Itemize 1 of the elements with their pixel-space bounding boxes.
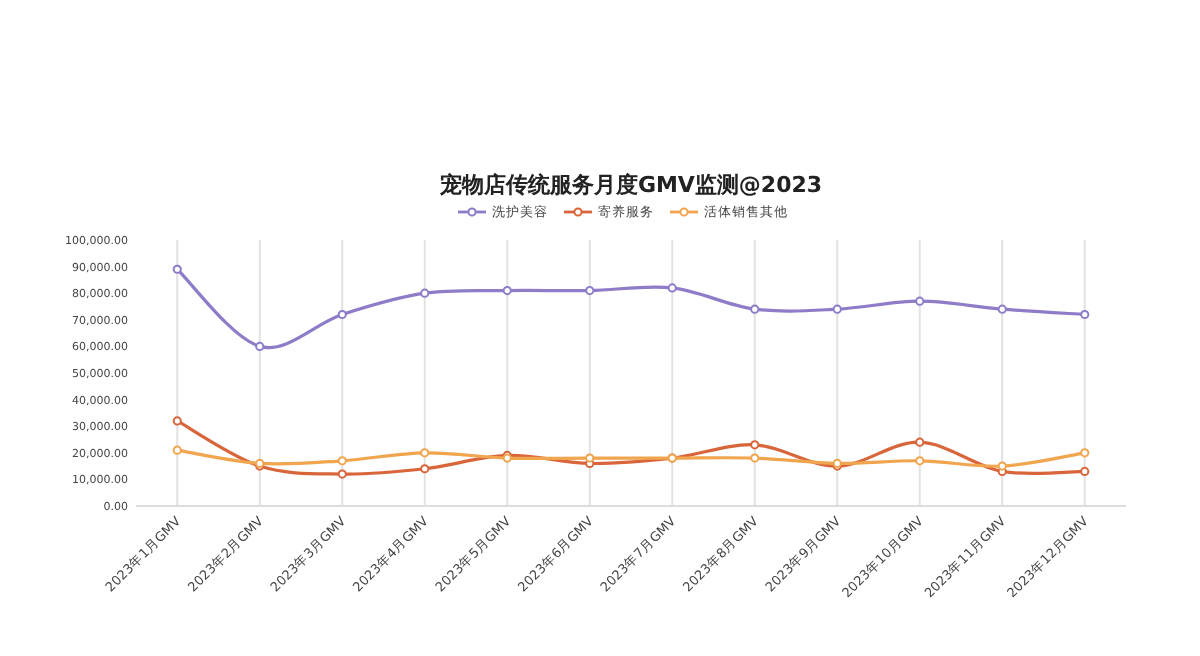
chart-title: 宠物店传统服务月度GMV监测@2023 xyxy=(437,172,823,198)
